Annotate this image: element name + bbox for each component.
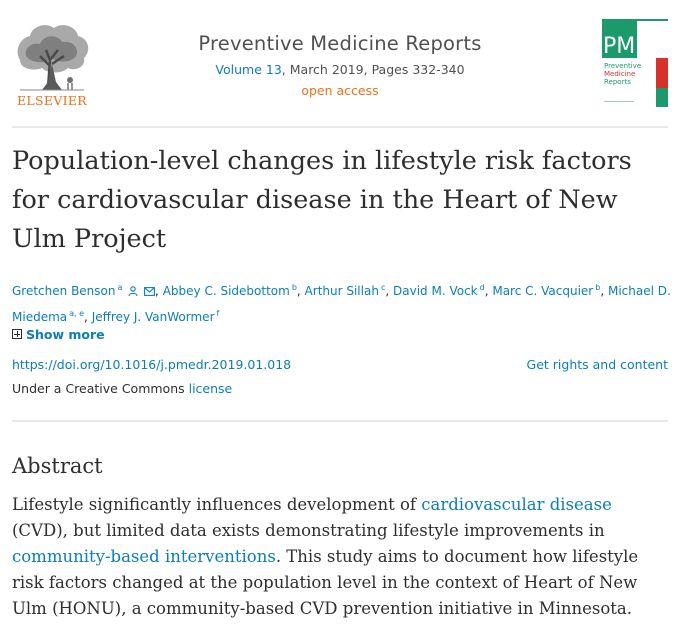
person-icon[interactable] — [128, 282, 138, 303]
journal-title-link[interactable]: Preventive Medicine Reports — [198, 32, 482, 55]
author-affiliation[interactable]: b — [291, 283, 297, 292]
license-line: Under a Creative Commons license — [12, 381, 232, 396]
open-access-label: open access — [301, 83, 379, 98]
cardiovascular-disease-link[interactable]: cardiovascular disease — [421, 495, 612, 514]
author-affiliation[interactable]: c — [380, 283, 386, 292]
author-affiliation[interactable]: d — [479, 283, 485, 292]
author-link[interactable]: Abbey C. Sidebottom — [162, 284, 290, 298]
show-more-label: Show more — [26, 327, 105, 342]
license-link[interactable]: license — [188, 381, 233, 396]
journal-header: ELSEVIER Preventive Medicine Reports Vol… — [0, 0, 682, 128]
author-affiliation[interactable]: f — [216, 309, 220, 318]
rights-and-content-link[interactable]: Get rights and content — [526, 357, 668, 372]
author-link[interactable]: Marc C. Vacquier — [492, 284, 594, 298]
journal-cover-image: PMR Preventive Medicine Reports — [602, 19, 668, 107]
header-divider — [12, 126, 668, 128]
author-affiliation[interactable]: a, e — [69, 309, 85, 318]
section-divider — [12, 420, 668, 422]
abstract-paragraph: Lifestyle significantly influences devel… — [12, 495, 639, 618]
doi-link[interactable]: https://doi.org/10.1016/j.pmedr.2019.01.… — [12, 357, 292, 372]
author-link[interactable]: Jeffrey J. VanWormer — [91, 310, 215, 324]
license-prefix: Under a Creative Commons — [12, 381, 189, 396]
journal-info: Preventive Medicine Reports Volume 13, M… — [120, 32, 560, 98]
show-more-button[interactable]: Show more — [12, 327, 105, 342]
cover-abbrev: PMR — [603, 34, 651, 59]
author-link[interactable]: David M. Vock — [393, 284, 478, 298]
plus-box-icon — [12, 329, 22, 339]
journal-cover-thumbnail[interactable]: PMR Preventive Medicine Reports — [602, 19, 668, 107]
envelope-icon[interactable] — [144, 282, 155, 303]
tree-icon — [12, 20, 92, 92]
elsevier-wordmark: ELSEVIER — [16, 93, 87, 108]
author-link[interactable]: Gretchen Benson — [12, 284, 116, 298]
cover-line3: Reports — [604, 78, 631, 86]
cover-line2: Medicine — [604, 70, 635, 78]
article-title: Population-level changes in lifestyle ri… — [12, 146, 632, 254]
volume-link[interactable]: Volume 13 — [215, 62, 282, 77]
author-list: Gretchen Benson a , Abbey C. Sidebottom b,… — [12, 282, 671, 324]
elsevier-logo[interactable]: ELSEVIER — [12, 20, 92, 108]
abstract-heading: Abstract — [12, 454, 103, 478]
author-affiliation[interactable]: b — [595, 283, 601, 292]
journal-issue: Volume 13, March 2019, Pages 332-340 — [120, 62, 560, 77]
community-based-interventions-link[interactable]: community-based interventions — [12, 547, 276, 566]
author-link[interactable]: Arthur Sillah — [304, 284, 379, 298]
author-affiliation[interactable]: a — [117, 283, 123, 292]
author-link[interactable]: Michael D. Miedema — [12, 284, 671, 324]
cover-line1: Preventive — [604, 62, 641, 70]
issue-details: , March 2019, Pages 332-340 — [281, 62, 465, 77]
